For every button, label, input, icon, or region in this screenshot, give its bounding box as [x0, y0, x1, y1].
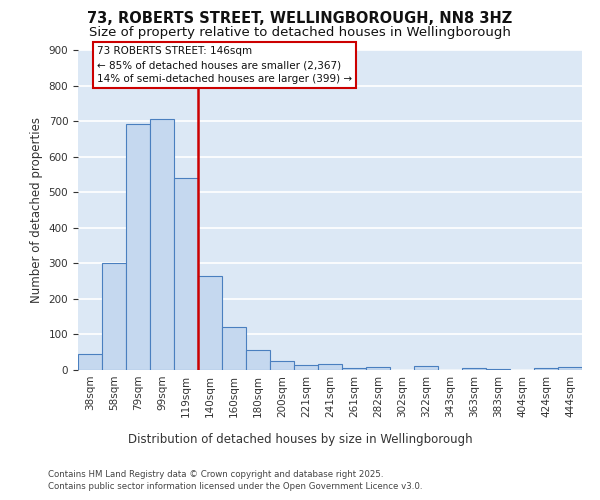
Text: Contains HM Land Registry data © Crown copyright and database right 2025.
Contai: Contains HM Land Registry data © Crown c…	[48, 470, 422, 491]
Y-axis label: Number of detached properties: Number of detached properties	[30, 117, 43, 303]
Bar	[294, 364, 318, 370]
Bar	[534, 368, 558, 370]
Bar	[318, 364, 342, 370]
Bar	[366, 367, 390, 370]
Text: 73, ROBERTS STREET, WELLINGBOROUGH, NN8 3HZ: 73, ROBERTS STREET, WELLINGBOROUGH, NN8 …	[88, 11, 512, 26]
Bar	[270, 361, 294, 370]
Bar	[78, 354, 102, 370]
Bar	[126, 124, 150, 370]
Bar	[150, 119, 174, 370]
Bar	[414, 366, 438, 370]
Text: Size of property relative to detached houses in Wellingborough: Size of property relative to detached ho…	[89, 26, 511, 39]
Bar	[174, 178, 198, 370]
Bar	[222, 326, 246, 370]
Bar	[558, 367, 582, 370]
Text: Distribution of detached houses by size in Wellingborough: Distribution of detached houses by size …	[128, 432, 472, 446]
Bar	[198, 276, 222, 370]
Bar	[462, 368, 486, 370]
Bar	[486, 369, 510, 370]
Bar	[102, 264, 126, 370]
Text: 73 ROBERTS STREET: 146sqm
← 85% of detached houses are smaller (2,367)
14% of se: 73 ROBERTS STREET: 146sqm ← 85% of detac…	[97, 46, 352, 84]
Bar	[342, 368, 366, 370]
Bar	[246, 350, 270, 370]
